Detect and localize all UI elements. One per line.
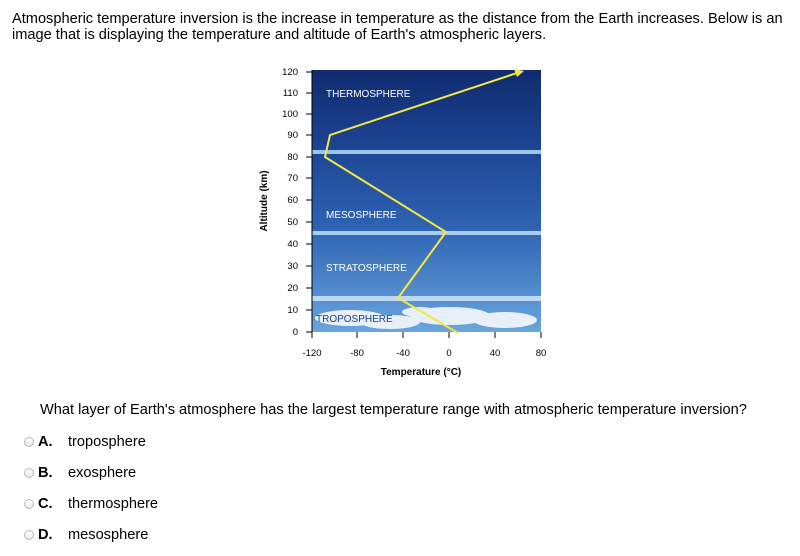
y-tick-label: 60: [287, 195, 298, 206]
x-tick-marks: [311, 332, 542, 338]
x-tick-label: 80: [536, 348, 547, 359]
x-tick-label: 0: [446, 348, 451, 359]
layer-label-mesosphere: MESOSPHERE: [326, 210, 397, 221]
x-axis-label: Temperature (°C): [381, 367, 462, 378]
clouds: [315, 307, 537, 329]
y-axis-label: Altitude (km): [259, 170, 270, 231]
y-tick-label: 50: [287, 217, 298, 228]
radio-button[interactable]: [24, 499, 34, 509]
layer-label-stratosphere: STRATOSPHERE: [326, 263, 407, 274]
x-tick-label: -40: [396, 348, 410, 359]
option-letter: D.: [38, 527, 53, 543]
mesopause-band: [312, 150, 541, 154]
y-tick-label: 100: [282, 109, 298, 120]
x-tick-label: -80: [350, 348, 364, 359]
y-tick-label: 110: [283, 88, 298, 99]
question-text: What layer of Earth's atmosphere has the…: [40, 402, 747, 418]
y-tick-label: 30: [287, 261, 298, 272]
y-tick-label: 0: [293, 327, 298, 338]
temperature-curve: [323, 71, 521, 334]
layer-label-troposphere: TROPOSPHERE: [316, 314, 393, 325]
radio-button[interactable]: [24, 530, 34, 540]
layer-label-thermosphere: THERMOSPHERE: [326, 89, 411, 100]
stratopause-band: [312, 231, 541, 235]
x-tick-label: 40: [490, 348, 501, 359]
radio-button[interactable]: [24, 437, 34, 447]
y-tick-label: 10: [287, 305, 298, 316]
y-tick-label: 80: [287, 152, 298, 163]
option-text: thermosphere: [68, 496, 159, 512]
option-text: troposphere: [68, 434, 146, 450]
option-d[interactable]: D. mesosphere: [24, 525, 158, 545]
answer-options: A. troposphere B. exosphere C. thermosph…: [24, 432, 158, 556]
y-tick-label: 120: [282, 67, 298, 78]
curve-arrowhead: [514, 69, 524, 77]
plot-background: [312, 70, 541, 332]
option-b[interactable]: B. exosphere: [24, 463, 158, 483]
option-a[interactable]: A. troposphere: [24, 432, 158, 452]
intro-text: Atmospheric temperature inversion is the…: [12, 11, 783, 43]
atmosphere-diagram: THERMOSPHERE MESOSPHERE STRATOSPHERE TRO…: [250, 60, 560, 380]
option-text: exosphere: [68, 465, 137, 481]
tropopause-band: [312, 296, 541, 301]
y-tick-label: 40: [287, 239, 298, 250]
y-tick-label: 70: [287, 173, 298, 184]
y-tick-marks: [306, 71, 312, 333]
option-text: mesosphere: [68, 527, 149, 543]
y-tick-label: 90: [287, 130, 298, 141]
radio-button[interactable]: [24, 468, 34, 478]
option-c[interactable]: C. thermosphere: [24, 494, 158, 514]
option-letter: A.: [38, 434, 53, 450]
x-tick-label: -120: [302, 348, 321, 359]
option-letter: C.: [38, 496, 53, 512]
y-tick-label: 20: [287, 283, 298, 294]
option-letter: B.: [38, 465, 53, 481]
